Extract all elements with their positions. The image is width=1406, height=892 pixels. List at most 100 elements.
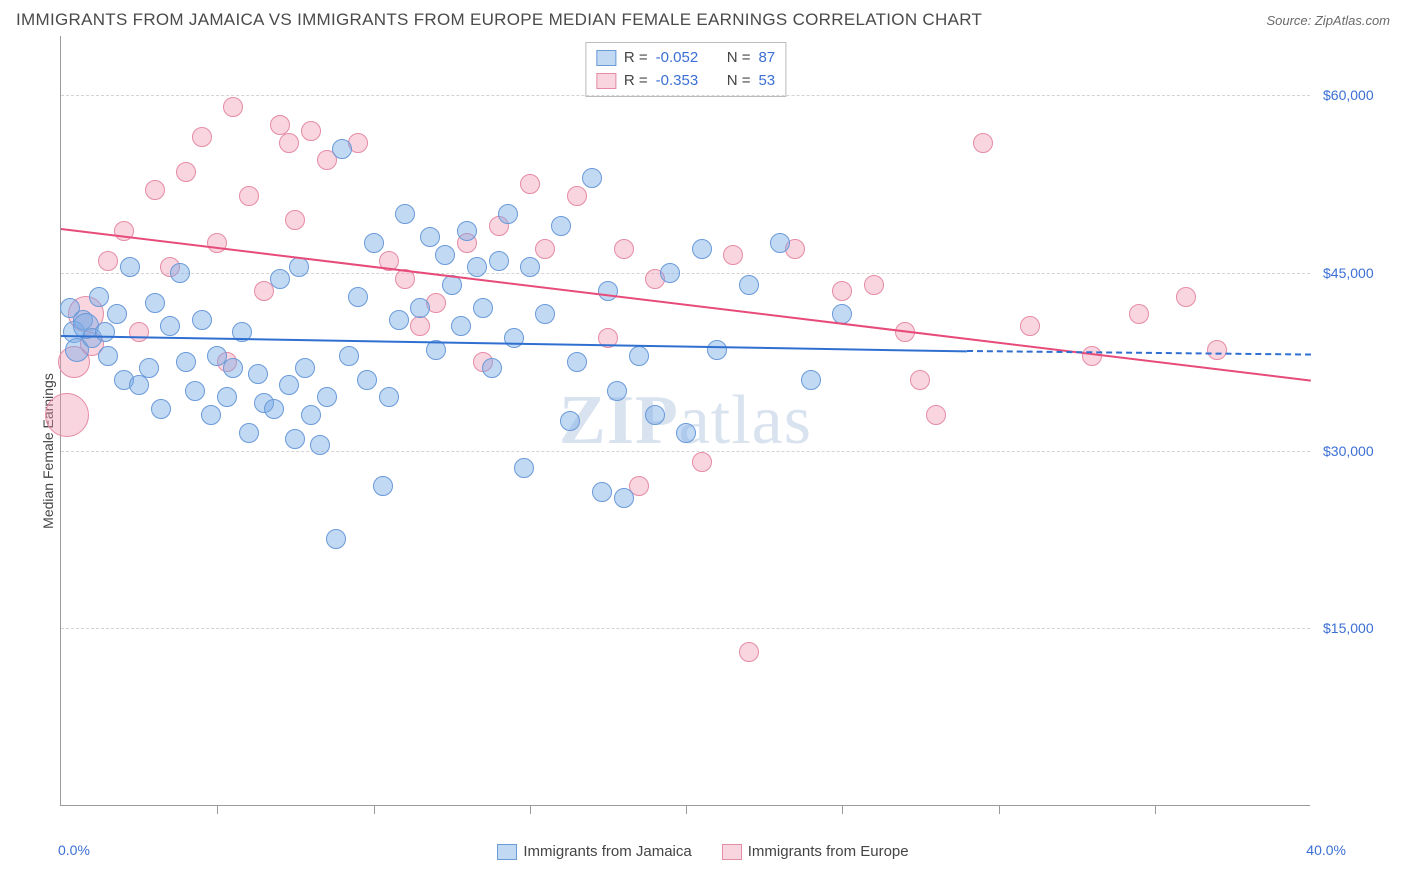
data-point [379, 387, 399, 407]
data-point [535, 239, 555, 259]
data-point [614, 239, 634, 259]
y-tick-label: $60,000 [1323, 87, 1374, 103]
data-point [489, 251, 509, 271]
data-point [676, 423, 696, 443]
data-point [395, 204, 415, 224]
data-point [592, 482, 612, 502]
data-point [645, 405, 665, 425]
data-point [607, 381, 627, 401]
x-tick-mark [1155, 806, 1156, 814]
data-point [629, 346, 649, 366]
data-point [926, 405, 946, 425]
gridline [61, 628, 1310, 629]
data-point [614, 488, 634, 508]
data-point [89, 287, 109, 307]
data-point [289, 257, 309, 277]
data-point [660, 263, 680, 283]
data-point [514, 458, 534, 478]
gridline [61, 451, 1310, 452]
data-point [339, 346, 359, 366]
data-point [326, 529, 346, 549]
legend-label: Immigrants from Europe [748, 843, 909, 860]
x-tick-mark [842, 806, 843, 814]
data-point [1207, 340, 1227, 360]
data-point [248, 364, 268, 384]
data-point [1129, 304, 1149, 324]
data-point [129, 375, 149, 395]
data-point [457, 221, 477, 241]
bottom-legend: Immigrants from Jamaica Immigrants from E… [10, 843, 1396, 860]
data-point [270, 269, 290, 289]
data-point [295, 358, 315, 378]
trend-line [967, 350, 1311, 356]
data-point [535, 304, 555, 324]
legend-swatch [497, 844, 517, 860]
x-tick-mark [217, 806, 218, 814]
data-point [504, 328, 524, 348]
data-point [1020, 316, 1040, 336]
gridline [61, 95, 1310, 96]
data-point [301, 121, 321, 141]
data-point [310, 435, 330, 455]
data-point [223, 358, 243, 378]
data-point [451, 316, 471, 336]
data-point [239, 423, 259, 443]
data-point [285, 429, 305, 449]
legend-item: Immigrants from Jamaica [497, 843, 691, 860]
correlation-row: R = -0.353 N = 53 [596, 70, 775, 93]
data-point [107, 304, 127, 324]
data-point [151, 399, 171, 419]
data-point [567, 352, 587, 372]
data-point [482, 358, 502, 378]
data-point [692, 239, 712, 259]
data-point [582, 168, 602, 188]
data-point [45, 393, 89, 437]
data-point [176, 162, 196, 182]
data-point [129, 322, 149, 342]
legend-label: Immigrants from Jamaica [523, 843, 691, 860]
data-point [332, 139, 352, 159]
x-tick-mark [374, 806, 375, 814]
correlation-row: R = -0.052 N = 87 [596, 47, 775, 70]
data-point [170, 263, 190, 283]
data-point [285, 210, 305, 230]
x-tick-mark [530, 806, 531, 814]
correlation-box: R = -0.052 N = 87R = -0.353 N = 53 [585, 42, 786, 97]
watermark: ZIPatlas [559, 381, 812, 461]
data-point [520, 174, 540, 194]
data-point [185, 381, 205, 401]
data-point [770, 233, 790, 253]
data-point [145, 293, 165, 313]
trend-line [61, 228, 1311, 382]
data-point [692, 452, 712, 472]
data-point [120, 257, 140, 277]
data-point [410, 298, 430, 318]
data-point [223, 97, 243, 117]
data-point [910, 370, 930, 390]
data-point [95, 322, 115, 342]
data-point [707, 340, 727, 360]
data-point [192, 127, 212, 147]
data-point [739, 642, 759, 662]
gridline [61, 273, 1310, 274]
data-point [98, 346, 118, 366]
data-point [279, 375, 299, 395]
data-point [348, 287, 368, 307]
data-point [473, 298, 493, 318]
data-point [201, 405, 221, 425]
data-point [410, 316, 430, 336]
data-point [217, 387, 237, 407]
chart-title: IMMIGRANTS FROM JAMAICA VS IMMIGRANTS FR… [16, 10, 982, 30]
plot-area: ZIPatlas R = -0.052 N = 87R = -0.353 N =… [60, 36, 1310, 806]
source-label: Source: ZipAtlas.com [1266, 13, 1390, 28]
y-tick-label: $30,000 [1323, 443, 1374, 459]
data-point [264, 399, 284, 419]
data-point [520, 257, 540, 277]
data-point [145, 180, 165, 200]
data-point [864, 275, 884, 295]
y-tick-label: $45,000 [1323, 265, 1374, 281]
data-point [723, 245, 743, 265]
data-point [176, 352, 196, 372]
data-point [357, 370, 377, 390]
data-point [389, 310, 409, 330]
